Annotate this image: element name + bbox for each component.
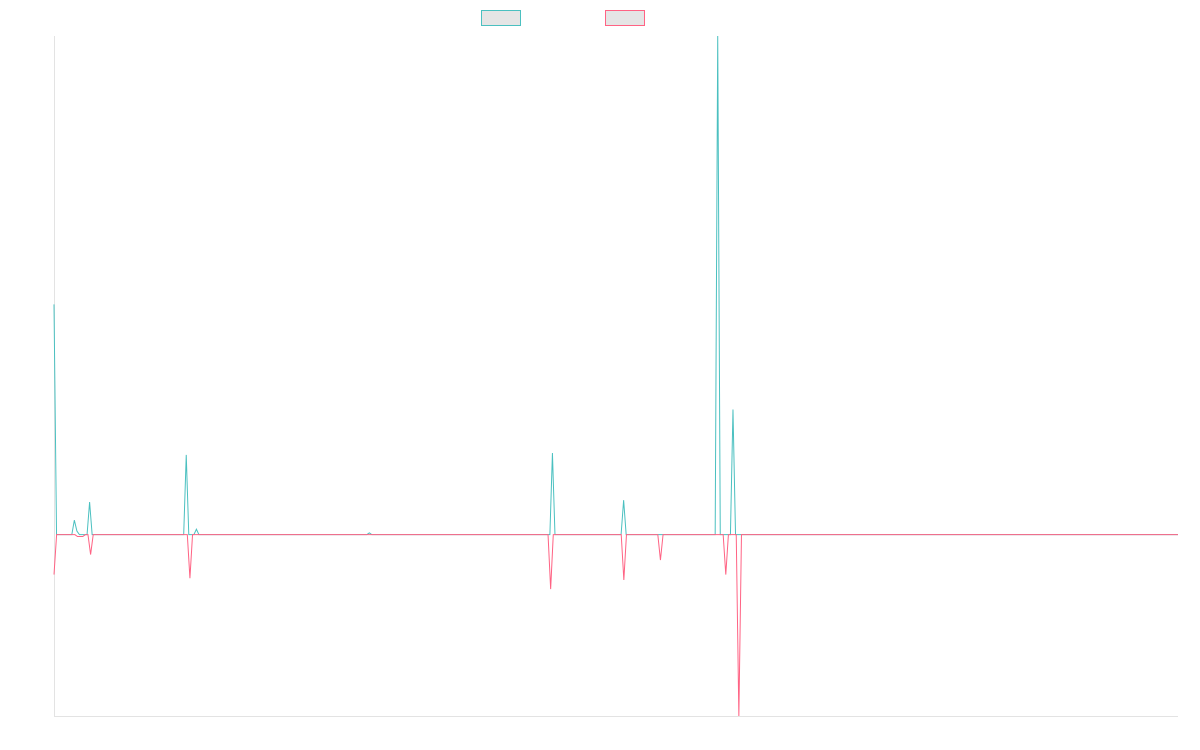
legend <box>481 10 645 26</box>
axes <box>54 36 1178 717</box>
series-layer <box>53 35 1178 717</box>
legend-swatch-1 <box>481 10 521 26</box>
series-line-2 <box>53 534 1178 717</box>
legend-swatch-2 <box>605 10 645 26</box>
series-line-1 <box>53 35 1178 536</box>
